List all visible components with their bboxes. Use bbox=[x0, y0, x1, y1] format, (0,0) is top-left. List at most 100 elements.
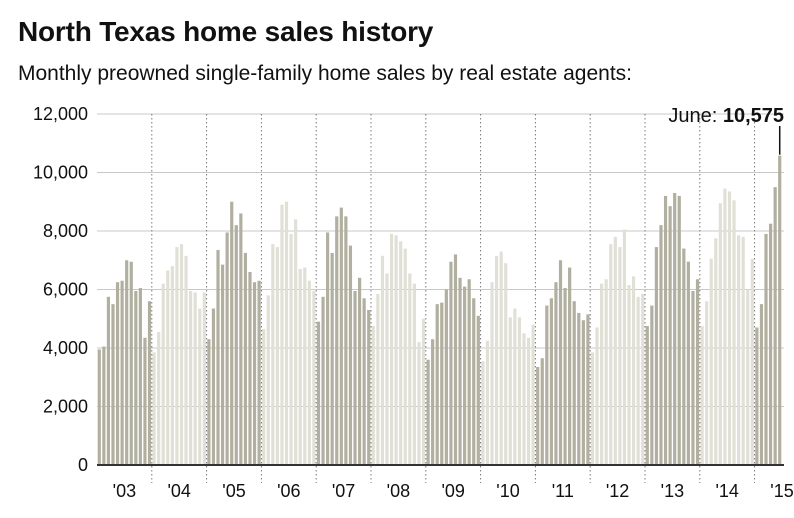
bar-13-m9 bbox=[682, 248, 686, 465]
bar-08-m1 bbox=[371, 326, 375, 465]
bar-04-m8 bbox=[184, 255, 188, 465]
bar-08-m10 bbox=[412, 283, 416, 465]
bar-08-m7 bbox=[399, 241, 403, 465]
bar-03-m12 bbox=[147, 301, 152, 465]
bar-09-m2 bbox=[431, 339, 435, 465]
bar-13-m10 bbox=[686, 261, 690, 465]
bar-11-m8 bbox=[568, 267, 572, 465]
y-tick-label: 4,000 bbox=[43, 338, 88, 358]
bar-13-m5 bbox=[663, 195, 668, 465]
x-tick-label: '15 bbox=[770, 481, 793, 501]
bar-14-m2 bbox=[705, 301, 709, 465]
bar-14-m4 bbox=[714, 238, 718, 465]
bar-08-m2 bbox=[376, 293, 380, 465]
x-tick-label: '03 bbox=[113, 481, 136, 501]
bar-14-m11 bbox=[746, 289, 750, 465]
bar-03-m11 bbox=[143, 337, 147, 465]
bar-07-m12 bbox=[367, 309, 371, 465]
x-tick-label: '13 bbox=[661, 481, 684, 501]
bar-13-m4 bbox=[659, 225, 663, 465]
bar-04-m10 bbox=[193, 292, 197, 465]
bar-06-m10 bbox=[303, 267, 307, 465]
bar-04-m11 bbox=[198, 308, 202, 465]
bar-12-m12 bbox=[641, 293, 645, 465]
bar-09-m12 bbox=[476, 315, 480, 465]
bar-05-m9 bbox=[243, 252, 248, 465]
bar-04-m12 bbox=[202, 292, 206, 465]
x-tick-label: '05 bbox=[222, 481, 245, 501]
bar-13-m11 bbox=[691, 290, 695, 465]
bar-10-m5 bbox=[499, 251, 503, 465]
x-tick-label: '14 bbox=[715, 481, 738, 501]
bar-04-m5 bbox=[170, 266, 174, 465]
bar-14-m1 bbox=[700, 326, 704, 465]
bar-05-m7 bbox=[234, 225, 238, 465]
bar-10-m10 bbox=[522, 333, 526, 466]
bar-03-m6 bbox=[120, 280, 124, 465]
year-dividers bbox=[97, 114, 784, 483]
bar-11-m11 bbox=[581, 320, 585, 465]
y-tick-label: 10,000 bbox=[33, 163, 88, 183]
bar-14-m10 bbox=[741, 236, 745, 465]
x-tick-label: '08 bbox=[387, 481, 410, 501]
bar-11-m6 bbox=[558, 260, 563, 465]
bar-07-m4 bbox=[330, 252, 334, 465]
bar-15-m1 bbox=[755, 327, 759, 465]
bar-12-m5 bbox=[609, 244, 613, 465]
chart-subtitle: Monthly preowned single-family home sale… bbox=[18, 62, 632, 85]
bar-06-m9 bbox=[298, 269, 302, 465]
bar-10-m9 bbox=[517, 317, 522, 465]
bar-14-m5 bbox=[718, 203, 722, 465]
annotation-label: June: 10,575 bbox=[668, 105, 784, 127]
bar-11-m2 bbox=[540, 358, 544, 465]
bar-09-m6 bbox=[449, 261, 453, 465]
bar-09-m11 bbox=[472, 298, 476, 465]
bar-15-m6 bbox=[778, 155, 782, 465]
bar-03-m9 bbox=[134, 290, 138, 465]
bar-06-m4 bbox=[275, 247, 279, 465]
bar-13-m1 bbox=[645, 326, 649, 465]
bar-08-m9 bbox=[408, 273, 412, 465]
bar-11-m10 bbox=[577, 312, 581, 465]
bar-06-m3 bbox=[271, 244, 275, 465]
x-tick-label: '11 bbox=[552, 481, 574, 501]
bar-04-m6 bbox=[175, 247, 179, 465]
bar-07-m9 bbox=[353, 290, 357, 465]
annotation: June: 10,575 bbox=[668, 105, 784, 155]
bar-10-m11 bbox=[526, 337, 531, 465]
bar-05-m2 bbox=[211, 308, 216, 465]
bar-09-m8 bbox=[458, 277, 462, 465]
bar-12-m6 bbox=[613, 236, 617, 465]
x-tick-label: '07 bbox=[332, 481, 355, 501]
bar-04-m7 bbox=[179, 244, 184, 465]
bar-09-m5 bbox=[444, 289, 448, 465]
bar-10-m12 bbox=[531, 324, 535, 465]
bar-14-m9 bbox=[737, 235, 741, 465]
bar-10-m4 bbox=[494, 255, 499, 465]
bar-03-m10 bbox=[138, 288, 142, 465]
bar-08-m5 bbox=[389, 233, 394, 465]
bar-06-m6 bbox=[284, 201, 289, 465]
y-tick-label: 8,000 bbox=[43, 221, 88, 241]
bar-07-m7 bbox=[344, 216, 348, 466]
bar-04-m4 bbox=[166, 270, 170, 465]
x-tick-label: '06 bbox=[277, 481, 300, 501]
bar-09-m7 bbox=[453, 254, 458, 465]
y-tick-label: 0 bbox=[78, 455, 88, 475]
bar-09-m1 bbox=[426, 359, 430, 465]
bar-14-m7 bbox=[727, 191, 732, 465]
bar-05-m3 bbox=[216, 250, 220, 465]
bar-11-m4 bbox=[549, 298, 553, 465]
bar-12-m11 bbox=[636, 296, 640, 465]
bar-03-m5 bbox=[115, 282, 120, 465]
x-tick-label: '04 bbox=[167, 481, 190, 501]
bar-10-m8 bbox=[513, 308, 517, 465]
bar-08-m4 bbox=[385, 273, 389, 465]
bar-08-m8 bbox=[403, 248, 407, 465]
bar-09-m3 bbox=[435, 304, 439, 466]
bar-06-m7 bbox=[289, 233, 293, 465]
annotation-month-label: June: bbox=[668, 105, 722, 127]
bar-06-m11 bbox=[307, 280, 311, 465]
x-tick-label: '09 bbox=[441, 481, 464, 501]
bars bbox=[97, 155, 782, 466]
